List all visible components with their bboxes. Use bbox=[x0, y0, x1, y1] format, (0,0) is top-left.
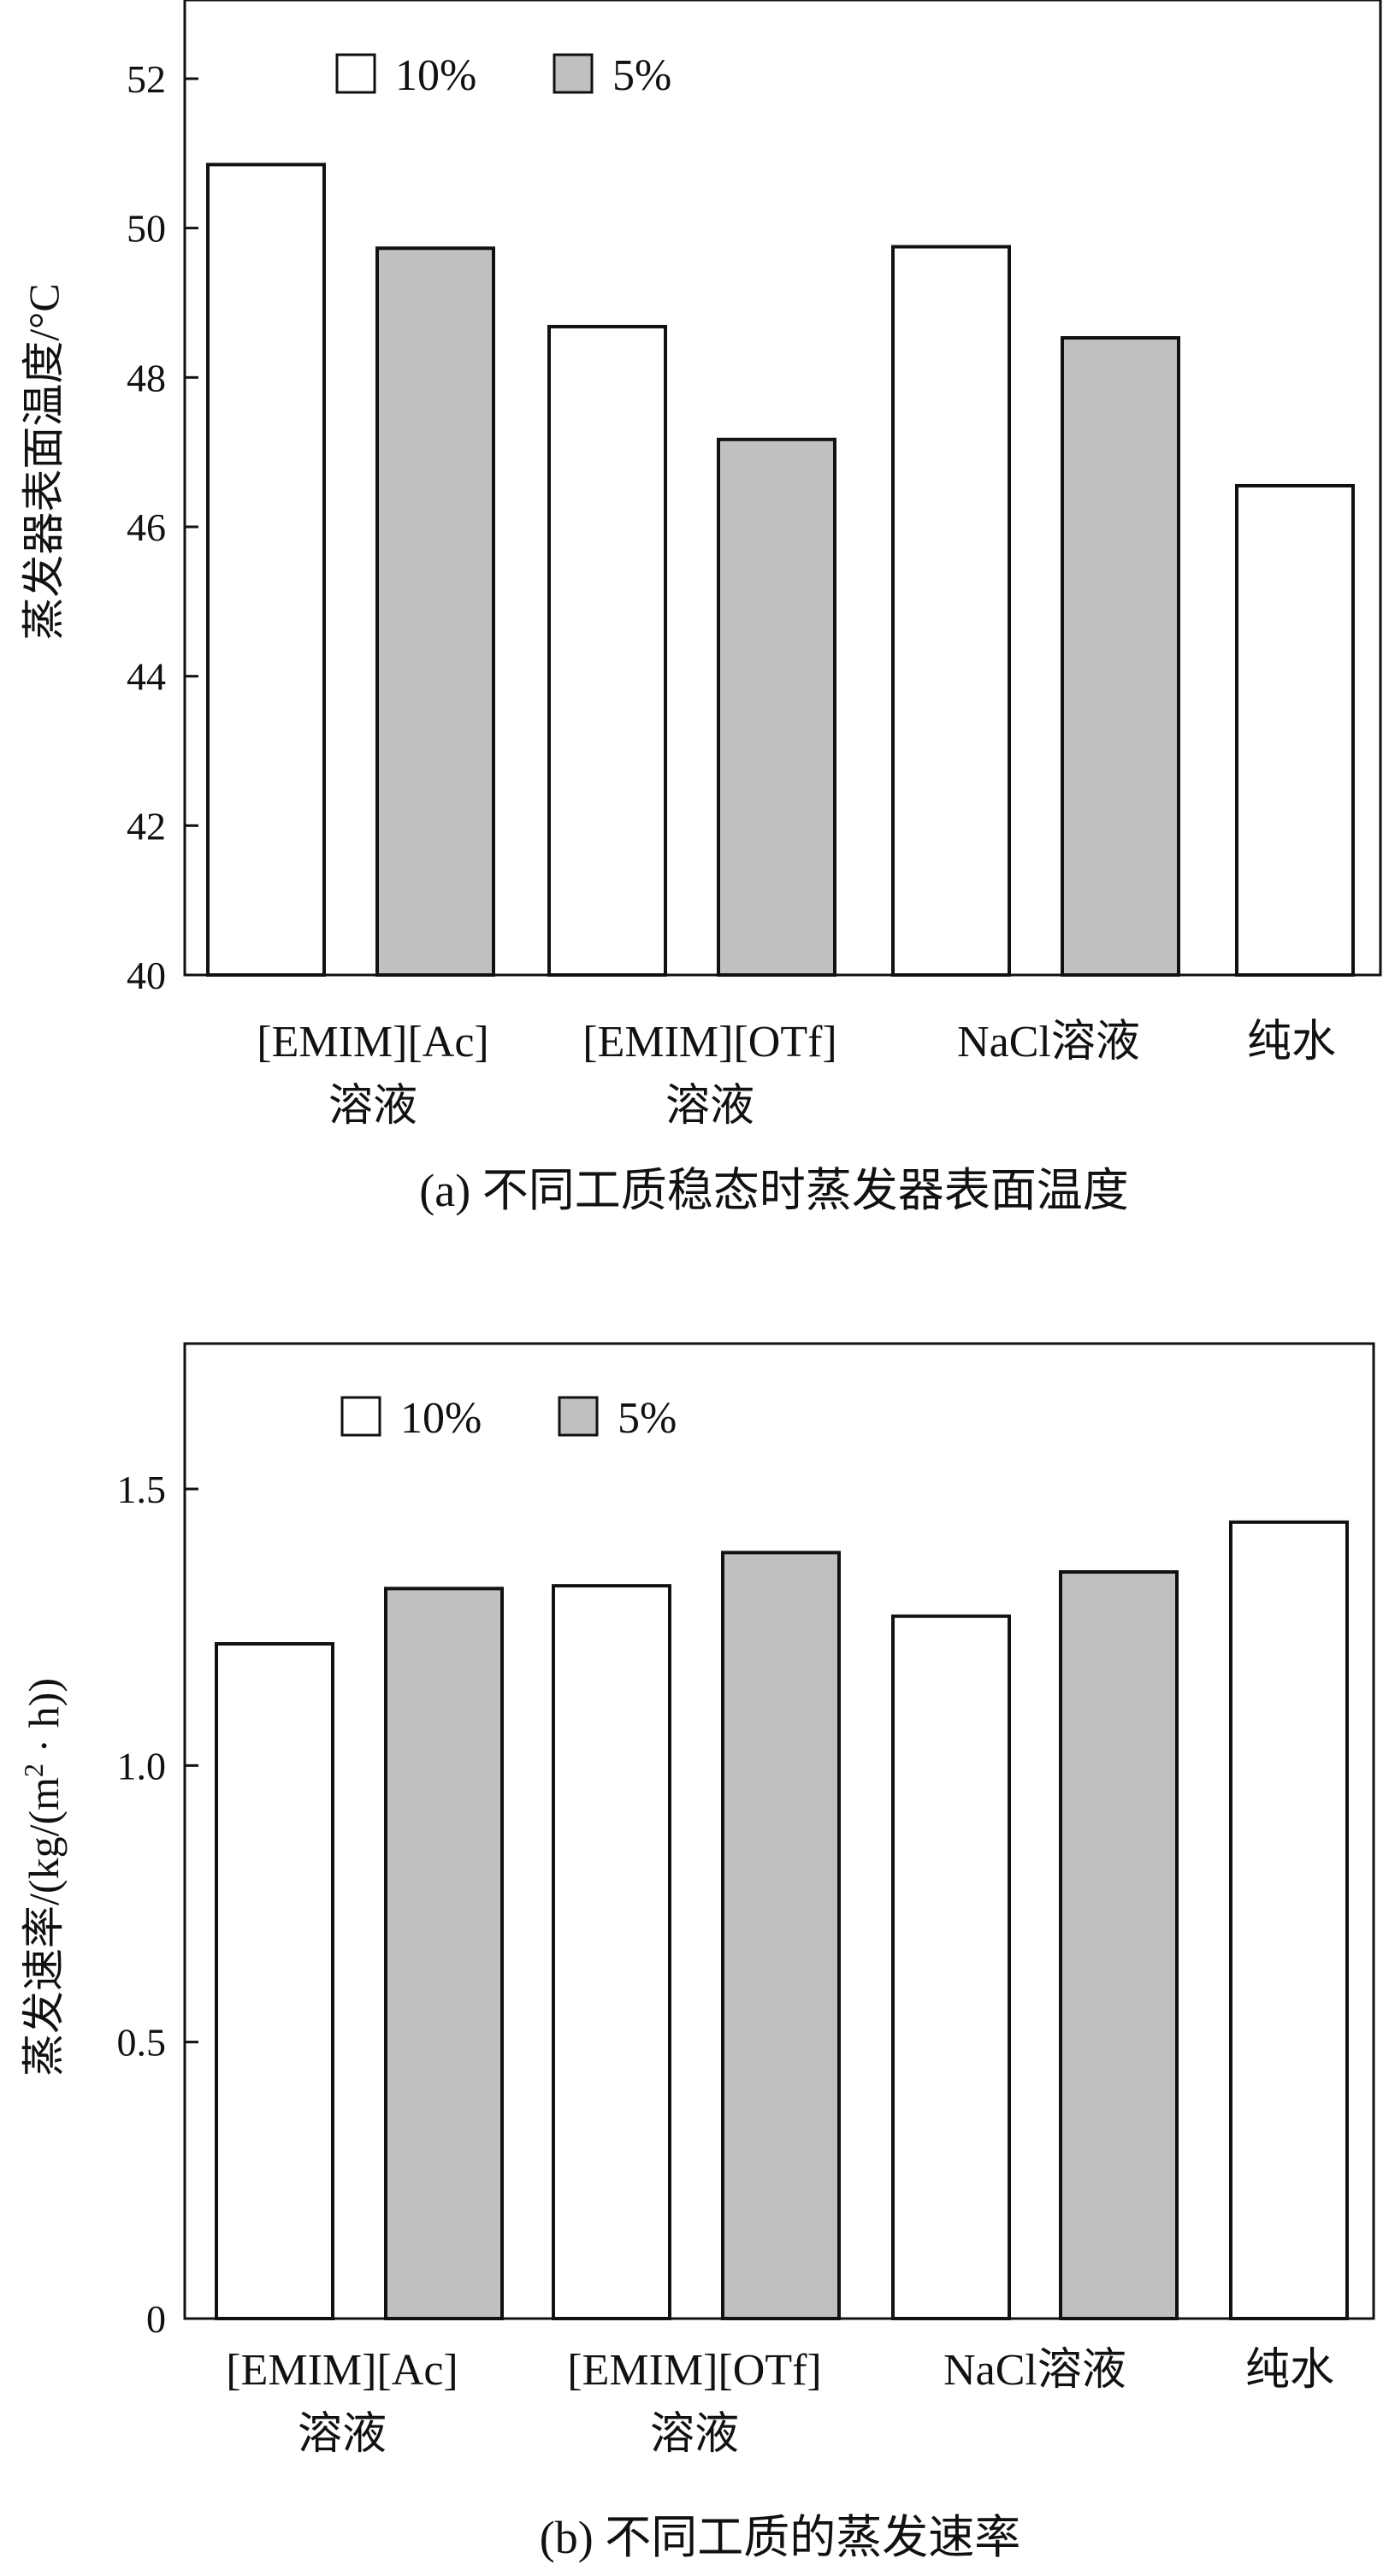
y-tick-label: 42 bbox=[127, 804, 166, 848]
category-label-emim-ac-line2: 溶液 bbox=[328, 1082, 417, 1131]
category-label-emim-ac-line2: 溶液 bbox=[298, 2410, 387, 2459]
bar-5pct-cat1 bbox=[717, 437, 836, 977]
category-label-emim-ac: [EMIM][Ac] bbox=[226, 2346, 458, 2395]
category-label-nacl: NaCl溶液 bbox=[957, 1018, 1140, 1066]
chart-a-legend: 10% 5% bbox=[335, 51, 671, 100]
chart-a-y-axis-label: 蒸发器表面温度/°C bbox=[20, 283, 68, 640]
chart-b-category-labels: [EMIM][Ac] 溶液 [EMIM][OTf] 溶液 NaCl溶液 纯水 bbox=[226, 2346, 1334, 2459]
chart-b-bars bbox=[215, 1520, 1349, 2321]
y-axis-label-superscript: 2 bbox=[18, 1764, 49, 1777]
chart-b-caption: (b) 不同工质的蒸发速率 bbox=[540, 2512, 1020, 2563]
bar-5pct-cat1 bbox=[721, 1551, 841, 2321]
legend-swatch-10pct bbox=[335, 53, 376, 94]
category-label-emim-otf: [EMIM][OTf] bbox=[582, 1018, 836, 1066]
chart-b-y-axis-label: 蒸发速率/(kg/(m2 · h)) bbox=[18, 1678, 68, 2077]
category-label-emim-otf-line2: 溶液 bbox=[665, 1082, 754, 1131]
y-tick-label: 48 bbox=[127, 356, 166, 399]
legend-label-10pct: 10% bbox=[400, 1394, 482, 1443]
legend-label-5pct: 5% bbox=[612, 51, 671, 100]
chart-b-legend: 10% 5% bbox=[340, 1394, 677, 1443]
bar-5pct-cat0 bbox=[384, 1586, 504, 2320]
chart-a: 40 42 44 46 48 50 52 10% 5% 蒸发器表面温度/°C [EMIM][… bbox=[20, 0, 1382, 1216]
y-tick-label: 1.0 bbox=[117, 1744, 167, 1787]
bar-10pct-cat3 bbox=[1235, 483, 1355, 977]
category-label-emim-otf: [EMIM][OTf] bbox=[567, 2346, 821, 2395]
bar-10pct-cat2 bbox=[891, 245, 1011, 977]
bar-10pct-cat1 bbox=[552, 1584, 671, 2320]
y-tick-label: 0.5 bbox=[117, 2021, 167, 2065]
category-label-pure-water: 纯水 bbox=[1247, 1018, 1336, 1066]
chart-b: 0 0.5 1.0 1.5 10% 5% 蒸发速率/(kg/(m2 · h)) [EM… bbox=[18, 1342, 1375, 2563]
legend-swatch-5pct bbox=[558, 1396, 599, 1437]
y-axis-label-tail: · h)) bbox=[20, 1678, 68, 1764]
legend-label-5pct: 5% bbox=[618, 1394, 677, 1443]
category-label-nacl: NaCl溶液 bbox=[943, 2346, 1126, 2395]
y-tick-label: 40 bbox=[127, 954, 166, 997]
bar-5pct-cat2 bbox=[1061, 336, 1180, 977]
chart-a-category-labels: [EMIM][Ac] 溶液 [EMIM][OTf] 溶液 NaCl溶液 纯水 bbox=[257, 1018, 1336, 1131]
chart-a-bars bbox=[206, 162, 1355, 978]
y-tick-label: 46 bbox=[127, 505, 166, 549]
y-tick-label: 1.5 bbox=[117, 1468, 167, 1511]
category-label-emim-otf-line2: 溶液 bbox=[650, 2410, 739, 2459]
legend-swatch-5pct bbox=[553, 53, 594, 94]
y-tick-label: 44 bbox=[127, 655, 166, 699]
bar-10pct-cat0 bbox=[206, 162, 326, 977]
y-axis-label-main: 蒸发速率/(kg/(m bbox=[20, 1777, 68, 2077]
y-tick-label: 50 bbox=[127, 207, 166, 251]
chart-a-y-ticks: 40 42 44 46 48 50 52 bbox=[127, 57, 198, 997]
bar-5pct-cat2 bbox=[1059, 1570, 1179, 2320]
bar-5pct-cat0 bbox=[375, 246, 495, 978]
chart-a-caption: (a) 不同工质稳态时蒸发器表面温度 bbox=[419, 1165, 1128, 1216]
bar-10pct-cat1 bbox=[547, 324, 667, 977]
chart-b-y-ticks: 0 0.5 1.0 1.5 bbox=[117, 1468, 198, 2341]
bar-10pct-cat2 bbox=[891, 1614, 1011, 2320]
category-label-pure-water: 纯水 bbox=[1245, 2346, 1334, 2395]
y-tick-label: 52 bbox=[127, 57, 166, 101]
bar-10pct-cat3 bbox=[1229, 1520, 1349, 2321]
legend-swatch-10pct bbox=[340, 1396, 381, 1437]
bar-10pct-cat0 bbox=[215, 1642, 334, 2320]
category-label-emim-ac: [EMIM][Ac] bbox=[257, 1018, 488, 1066]
legend-label-10pct: 10% bbox=[395, 51, 476, 100]
y-tick-label: 0 bbox=[146, 2297, 166, 2341]
